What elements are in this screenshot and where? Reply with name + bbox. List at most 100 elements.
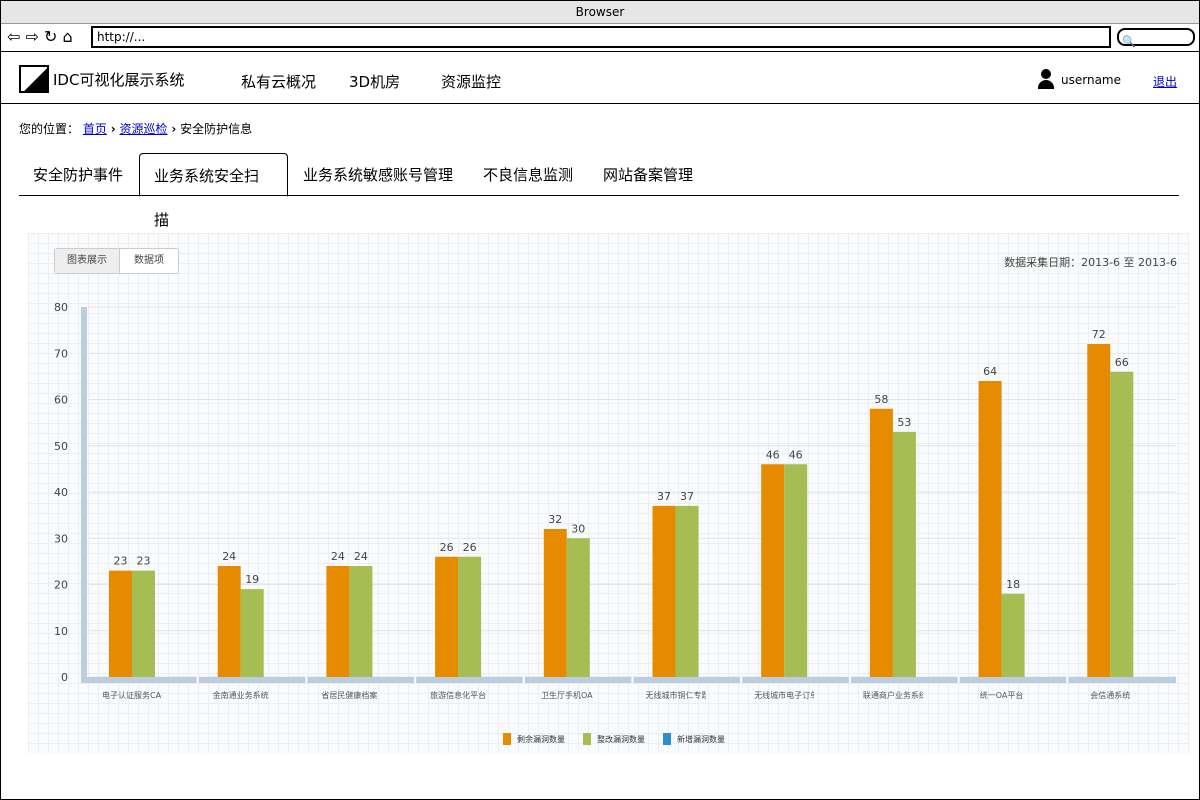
divider (1, 51, 1199, 52)
search-box[interactable]: 🔍 (1117, 28, 1195, 48)
legend-label: 整改漏洞数量 (597, 734, 645, 744)
y-tick-label: 20 (54, 579, 68, 592)
legend-swatch (663, 733, 671, 745)
user-icon (1038, 69, 1054, 89)
divider (1, 103, 1199, 104)
x-tick-label-box: 无线城市铜仁专题 (645, 691, 706, 700)
data-label: 64 (983, 365, 997, 378)
bar (1001, 593, 1025, 677)
bar (784, 464, 808, 677)
logout-link[interactable]: 退出 (1153, 75, 1178, 89)
tab[interactable]: 网站备案管理 (603, 166, 694, 184)
data-label: 53 (897, 416, 911, 429)
nav-buttons[interactable]: ⇦ ⇨ ↻ ⌂ (7, 27, 73, 46)
data-label: 72 (1092, 328, 1106, 341)
legend-label: 剩余漏洞数量 (517, 734, 565, 744)
url-bar[interactable]: http://... (91, 26, 1111, 48)
breadcrumb-label: 您的位置： (19, 122, 80, 136)
y-tick-label: 80 (54, 301, 68, 314)
data-label: 23 (114, 555, 128, 568)
breadcrumb: 您的位置： 首页 › 资源巡检 › 安全防护信息 (19, 122, 253, 136)
data-label: 37 (657, 490, 671, 503)
x-tick-label-box: 无线城市电子订单 (754, 691, 814, 700)
x-axis (81, 677, 1176, 683)
date-range: 数据采集日期：2013-6 至 2013-6 (1004, 256, 1177, 269)
breadcrumb-current: 安全防护信息 (180, 122, 253, 136)
data-label: 58 (874, 393, 888, 406)
bar (652, 505, 676, 677)
data-label: 32 (548, 513, 562, 526)
nav-item[interactable]: 3D机房 (349, 73, 401, 91)
bar (240, 589, 264, 677)
bar (675, 505, 699, 677)
bar (217, 566, 241, 677)
data-label: 66 (1115, 356, 1129, 369)
x-tick-label-box: 联通商户业务系统 (862, 691, 923, 700)
x-tick-label: 无线城市铜仁专题 (645, 691, 706, 700)
x-tick-label: 电子认证服务CA平台 (102, 691, 162, 700)
legend-label: 新增漏洞数量 (677, 734, 725, 744)
data-label: 23 (137, 555, 151, 568)
toggle-button[interactable]: 数据项 (134, 255, 164, 266)
data-label: 24 (222, 550, 236, 563)
data-label: 19 (245, 573, 259, 586)
tab-line (19, 195, 1179, 196)
bar (109, 570, 132, 677)
browser-title: Browser (1, 1, 1199, 24)
bar (326, 566, 350, 677)
legend-swatch (583, 733, 591, 745)
tab[interactable]: 业务系统敏感账号管理 (303, 166, 454, 184)
view-toggle: 图表展示 数据项 (54, 248, 179, 274)
tab[interactable]: 不良信息监测 (483, 166, 574, 184)
data-label: 24 (331, 550, 345, 563)
x-tick-label-box: 会信通系统 (1090, 691, 1131, 700)
x-tick-label: 省居民健康档案 (321, 691, 378, 700)
x-tick-label: 会信通系统 (1090, 691, 1131, 700)
logo-text: IDC可视化展示系统 (53, 71, 185, 89)
bar (1110, 371, 1134, 677)
x-tick-label-box: 电子认证服务CA平台 (102, 691, 162, 700)
x-tick-label: 联通商户业务系统 (862, 691, 923, 700)
y-tick-label: 70 (54, 347, 68, 360)
y-tick-label: 60 (54, 394, 68, 407)
y-tick-label: 30 (54, 532, 68, 545)
tab-active[interactable]: 业务系统安全扫描 (139, 153, 288, 229)
username[interactable]: username (1061, 73, 1121, 87)
x-tick-label-box: 统一OA平台 (979, 691, 1024, 700)
nav-item[interactable]: 资源监控 (441, 73, 502, 91)
breadcrumb-link[interactable]: 首页 (82, 122, 107, 136)
data-label: 30 (571, 522, 585, 535)
x-tick-label: 金南通业务系统 (212, 691, 269, 700)
tab[interactable]: 安全防护事件 (33, 166, 124, 184)
data-label: 26 (463, 541, 477, 554)
y-tick-label: 40 (54, 486, 68, 499)
bar (869, 408, 893, 677)
breadcrumb-link[interactable]: 资源巡检 (119, 122, 168, 136)
x-tick-label-box: 旅游信息化平台 (430, 691, 487, 700)
toggle-button[interactable]: 图表展示 (55, 249, 120, 273)
bar (1087, 344, 1111, 677)
bar (435, 556, 459, 677)
bar (978, 381, 1002, 677)
nav-item[interactable]: 私有云概况 (241, 73, 317, 91)
bar (566, 538, 590, 677)
data-label: 24 (354, 550, 368, 563)
x-tick-label: 卫生厅手机OA (540, 691, 593, 700)
y-tick-label: 50 (54, 440, 68, 453)
bar (761, 464, 785, 677)
x-tick-label: 旅游信息化平台 (430, 691, 487, 700)
x-tick-label: 统一OA平台 (979, 691, 1024, 700)
x-tick-label-box: 省居民健康档案 (321, 691, 378, 700)
legend-swatch (503, 733, 511, 745)
y-tick-label: 10 (54, 625, 68, 638)
bar (458, 556, 482, 677)
bar (132, 570, 155, 677)
y-tick-label: 0 (61, 671, 68, 684)
x-tick-label-box: 金南通业务系统 (212, 691, 269, 700)
bar (543, 529, 567, 677)
data-label: 18 (1006, 578, 1020, 591)
data-label: 26 (440, 541, 454, 554)
x-tick-label-box: 卫生厅手机OA (540, 691, 593, 700)
